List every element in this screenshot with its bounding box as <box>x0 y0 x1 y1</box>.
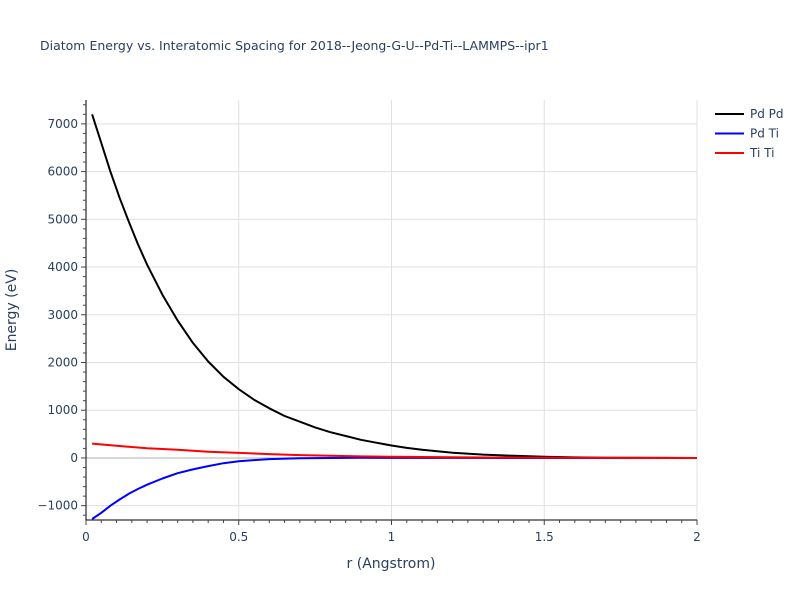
tick-labels: 0 0.5 1 1.5 2 −1000 0 1000 2000 3000 4000 5000 6000 7… <box>37 117 700 544</box>
y-tick-label: 3000 <box>47 308 78 322</box>
chart-title: Diatom Energy vs. Interatomic Spacing fo… <box>40 38 549 53</box>
legend-item-pd-pd[interactable]: Pd Pd <box>715 107 784 121</box>
legend-label: Pd Ti <box>750 127 779 141</box>
y-tick-label: 7000 <box>47 117 78 131</box>
legend-item-pd-ti[interactable]: Pd Ti <box>715 127 779 141</box>
x-axis-label: r (Angstrom) <box>347 556 436 572</box>
y-tick-label: 0 <box>70 451 78 465</box>
series-line-pd-ti <box>91 456 697 520</box>
x-tick-label: 1.5 <box>535 530 554 544</box>
y-axis-label: Energy (eV) <box>4 269 20 352</box>
y-tick-label: 5000 <box>47 212 78 226</box>
legend-label: Ti Ti <box>749 146 774 160</box>
y-tick-label: −1000 <box>37 499 78 513</box>
legend[interactable]: Pd Pd Pd Ti Ti Ti <box>715 107 784 160</box>
y-tick-label: 1000 <box>47 403 78 417</box>
series-line-ti-ti <box>92 442 697 459</box>
x-tick-label: 0 <box>82 530 90 544</box>
y-tick-label: 2000 <box>47 356 78 370</box>
y-tick-label: 6000 <box>47 165 78 179</box>
series-line-pd-pd <box>91 113 697 459</box>
axes <box>81 100 698 525</box>
legend-item-ti-ti[interactable]: Ti Ti <box>715 146 774 160</box>
legend-label: Pd Pd <box>750 107 784 121</box>
y-tick-label: 4000 <box>47 260 78 274</box>
x-tick-label: 1 <box>388 530 396 544</box>
x-tick-label: 0.5 <box>229 530 248 544</box>
data-series <box>91 113 697 520</box>
x-tick-label: 2 <box>693 530 701 544</box>
